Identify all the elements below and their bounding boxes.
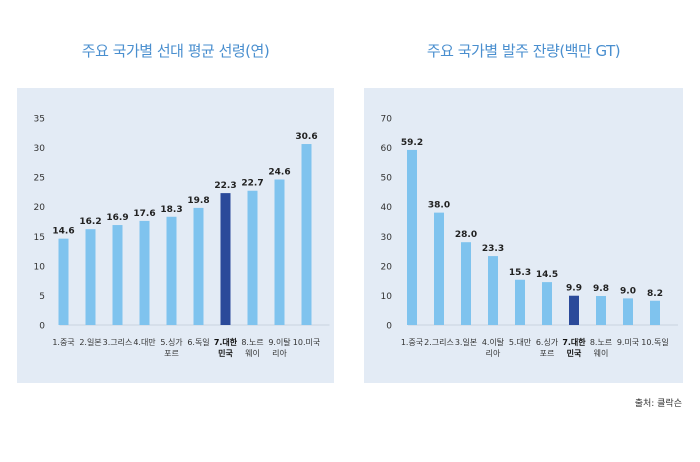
- chart-panel-right: 0 10 20 30 40 50 60 70 59.2 1.중국 38.0 2.그리스 28.0 3.일본…: [364, 88, 683, 383]
- right-ytick-5: 50: [381, 174, 393, 184]
- chart-left-svg: 0 5 10 15 20 25 30 35 14.6 1.중국 16.2 2.일본 16.9 3.그리스 1…: [34, 115, 330, 358]
- right-value-label-10: 8.2: [647, 289, 663, 299]
- left-bar-7: [220, 193, 231, 325]
- right-ytick-4: 40: [381, 203, 393, 213]
- right-value-label-1: 59.2: [401, 138, 423, 148]
- right-category-label-7-line2: 민국: [567, 348, 582, 358]
- right-value-label-9: 9.0: [620, 286, 636, 296]
- left-category-label-3: 3.그리스: [103, 338, 133, 347]
- chart-panel-left: 0 5 10 15 20 25 30 35 14.6 1.중국 16.2 2.일본 16.9 3.그리스 1…: [17, 88, 334, 383]
- chart-right-svg: 0 10 20 30 40 50 60 70 59.2 1.중국 38.0 2.그리스 28.0 3.일본…: [381, 115, 678, 358]
- left-ytick-4: 20: [34, 203, 46, 213]
- left-bar-2: [85, 229, 96, 325]
- right-ytick-6: 60: [381, 144, 393, 154]
- right-bar-10: [650, 300, 660, 325]
- right-bar-3: [461, 242, 471, 325]
- right-ytick-0: 0: [386, 322, 392, 332]
- left-bar-4: [139, 220, 150, 325]
- left-category-label-7: 7.대한: [214, 337, 238, 347]
- left-bar-5: [166, 216, 177, 325]
- source-note: 출처: 클락슨: [634, 399, 682, 409]
- left-value-label-5: 18.3: [160, 205, 182, 215]
- left-category-label-4: 4.대만: [133, 338, 156, 347]
- right-category-label-4: 4.이탈: [482, 337, 505, 347]
- left-category-label-9-line2: 리아: [272, 348, 287, 358]
- left-category-label-7-line2: 민국: [218, 348, 233, 358]
- right-value-label-7: 9.9: [566, 284, 582, 294]
- right-ytick-1: 10: [381, 292, 393, 302]
- left-bar-10: [301, 144, 312, 325]
- right-category-label-1: 1.중국: [401, 338, 423, 347]
- left-category-label-8-line2: 웨이: [245, 348, 260, 358]
- left-value-label-2: 16.2: [79, 217, 101, 227]
- left-value-label-7: 22.3: [214, 181, 236, 191]
- left-ytick-0: 0: [39, 322, 45, 332]
- left-ytick-1: 5: [39, 292, 45, 302]
- right-bar-6: [542, 282, 552, 325]
- left-value-label-8: 22.7: [241, 179, 263, 189]
- right-ytick-7: 70: [381, 115, 393, 125]
- right-category-label-6-line2: 포르: [540, 349, 555, 358]
- left-value-label-3: 16.9: [106, 213, 128, 223]
- right-value-label-5: 15.3: [509, 268, 531, 278]
- right-category-label-6: 6.싱가: [536, 337, 559, 347]
- chart-title-right: 주요 국가별 발주 잔량(백만 GT): [426, 42, 621, 60]
- right-category-label-5: 5.대만: [509, 338, 532, 347]
- left-ytick-2: 10: [34, 262, 46, 272]
- right-value-label-8: 9.8: [593, 284, 609, 294]
- left-category-label-5-line2: 포르: [164, 349, 179, 358]
- left-value-label-4: 17.6: [133, 209, 155, 219]
- left-category-label-10: 10.미국: [293, 338, 320, 347]
- right-ytick-2: 20: [381, 262, 393, 272]
- right-bar-7: [569, 295, 579, 325]
- right-bar-1: [407, 149, 417, 325]
- left-ytick-5: 25: [34, 174, 45, 184]
- left-value-label-1: 14.6: [52, 227, 74, 237]
- left-category-label-1: 1.중국: [52, 338, 74, 347]
- left-bar-9: [274, 179, 285, 325]
- left-bar-8: [247, 190, 258, 325]
- left-bar-1: [58, 238, 69, 325]
- left-bar-3: [112, 225, 123, 325]
- left-bar-6: [193, 207, 204, 325]
- right-category-label-7: 7.대한: [562, 337, 586, 347]
- right-bar-9: [623, 298, 633, 325]
- right-bar-8: [596, 296, 606, 325]
- left-value-label-6: 19.8: [187, 196, 209, 206]
- right-category-label-9: 9.미국: [617, 338, 639, 347]
- right-bar-2: [434, 212, 444, 325]
- right-category-label-3: 3.일본: [455, 338, 477, 347]
- right-ytick-3: 30: [381, 233, 393, 243]
- left-category-label-5: 5.싱가: [160, 337, 183, 347]
- right-bar-4: [488, 256, 498, 325]
- left-category-label-8: 8.노르: [241, 338, 263, 347]
- left-ytick-3: 15: [34, 233, 45, 243]
- left-category-label-6: 6.독일: [187, 338, 209, 347]
- left-category-label-9: 9.이탈: [268, 337, 291, 347]
- left-ytick-6: 30: [34, 144, 46, 154]
- right-category-label-4-line2: 리아: [486, 348, 501, 358]
- left-ytick-7: 35: [34, 115, 45, 125]
- right-value-label-2: 38.0: [428, 201, 450, 211]
- right-category-label-8: 8.노르: [590, 338, 612, 347]
- left-value-label-9: 24.6: [268, 168, 290, 178]
- left-category-label-2: 2.일본: [79, 338, 101, 347]
- right-category-label-8-line2: 웨이: [594, 348, 609, 358]
- chart-title-left: 주요 국가별 선대 평균 선령(연): [81, 42, 270, 60]
- right-value-label-4: 23.3: [482, 244, 504, 254]
- left-value-label-10: 30.6: [295, 132, 317, 142]
- right-value-label-3: 28.0: [455, 230, 477, 240]
- right-category-label-2: 2.그리스: [424, 338, 454, 347]
- right-value-label-6: 14.5: [536, 270, 558, 280]
- right-bar-5: [515, 279, 525, 325]
- right-category-label-10: 10.독일: [641, 338, 668, 347]
